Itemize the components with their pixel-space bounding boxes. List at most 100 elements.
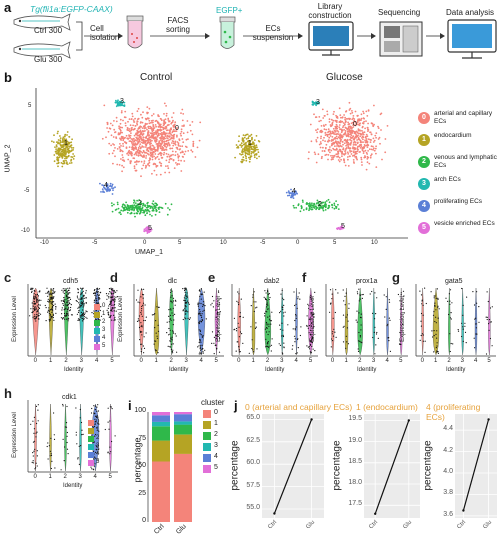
umap-cell-point bbox=[156, 145, 159, 148]
line-ytick: 65.0 bbox=[246, 414, 260, 422]
umap-cell-point bbox=[122, 156, 124, 159]
umap-cell-point bbox=[152, 148, 155, 151]
umap-cell-point bbox=[147, 162, 150, 165]
stack-ytick: 0 bbox=[142, 517, 146, 524]
umap-cell-point bbox=[168, 120, 171, 123]
umap-cell-point bbox=[130, 154, 133, 157]
umap-cell-point bbox=[150, 127, 153, 130]
umap-cell-point bbox=[54, 146, 56, 149]
umap-cell-point bbox=[115, 120, 118, 123]
umap-cell-point bbox=[134, 147, 137, 150]
umap-cell-point bbox=[62, 136, 65, 139]
umap-cell-point bbox=[185, 138, 188, 141]
umap-cell-point bbox=[150, 153, 153, 156]
umap-cell-point bbox=[166, 137, 168, 139]
umap-cell-point bbox=[142, 111, 144, 114]
umap-cell-point bbox=[153, 155, 156, 158]
umap-cell-point bbox=[151, 130, 154, 133]
umap-cell-point bbox=[157, 147, 159, 150]
umap-cell-point bbox=[118, 146, 121, 148]
line-point bbox=[310, 418, 313, 421]
umap-cell-point bbox=[130, 138, 133, 140]
umap-cell-point bbox=[126, 127, 129, 130]
umap-cell-point bbox=[180, 159, 183, 162]
umap-cell-point bbox=[134, 161, 136, 164]
umap-cell-point bbox=[160, 118, 162, 120]
umap-cell-point bbox=[113, 128, 116, 131]
umap-cell-point bbox=[121, 131, 123, 134]
umap-cell-point bbox=[171, 150, 174, 153]
umap-cell-point bbox=[150, 120, 153, 122]
line-point bbox=[273, 512, 276, 515]
umap-cell-point bbox=[134, 125, 137, 127]
umap-cell-point bbox=[160, 119, 163, 122]
umap-cell-point bbox=[154, 153, 157, 155]
umap-cell-point bbox=[119, 129, 122, 132]
umap-cell-point bbox=[146, 147, 149, 150]
umap-cell-point bbox=[124, 110, 127, 113]
umap-cell-point bbox=[170, 154, 173, 157]
umap-cell-point bbox=[131, 152, 133, 155]
umap-cell-point bbox=[199, 121, 202, 124]
umap-cell-point bbox=[146, 141, 149, 144]
umap-cell-point bbox=[183, 124, 185, 127]
umap-cell-point bbox=[192, 145, 195, 148]
umap-cell-point bbox=[136, 129, 139, 132]
umap-cell-point bbox=[169, 138, 171, 141]
line-ytick: 3.8 bbox=[443, 489, 453, 497]
umap-cell-point bbox=[59, 137, 62, 140]
umap-cell-point bbox=[155, 139, 158, 142]
umap-cell-point bbox=[181, 119, 184, 122]
umap-cell-point bbox=[128, 128, 131, 130]
umap-cell-point bbox=[123, 116, 126, 119]
step-label: EGFP+ bbox=[216, 6, 243, 15]
umap-cell-point bbox=[128, 140, 131, 143]
umap-cell-point bbox=[142, 130, 144, 133]
umap-cell-point bbox=[145, 135, 148, 138]
umap-cell-point bbox=[115, 116, 118, 119]
umap-cell-point bbox=[55, 144, 58, 147]
fish-icon bbox=[13, 41, 71, 59]
umap-cell-point bbox=[72, 147, 75, 149]
step-label: ECs suspension bbox=[252, 24, 294, 42]
umap-cell-point bbox=[140, 175, 142, 178]
tube-icon bbox=[126, 15, 144, 49]
umap-cell-point bbox=[176, 163, 179, 166]
umap-cell-point bbox=[168, 171, 171, 174]
umap-cell-point bbox=[140, 113, 142, 116]
umap-cell-point bbox=[156, 149, 159, 152]
umap-cell-point bbox=[57, 139, 60, 141]
umap-cell-point bbox=[194, 156, 197, 158]
umap-cell-point bbox=[181, 138, 184, 140]
umap-cell-point bbox=[141, 134, 144, 137]
umap-cell-point bbox=[57, 142, 59, 145]
stack-ytick: 50 bbox=[138, 462, 146, 469]
umap-cell-point bbox=[196, 146, 199, 149]
umap-cell-point bbox=[112, 136, 115, 138]
umap-cell-point bbox=[177, 156, 180, 159]
umap-cell-point bbox=[163, 151, 166, 154]
umap-cell-point bbox=[124, 124, 127, 127]
umap-cell-point bbox=[135, 169, 138, 172]
umap-cell-point bbox=[112, 162, 114, 165]
umap-cell-point bbox=[163, 119, 166, 122]
umap-cell-point bbox=[176, 134, 178, 137]
umap-cell-point bbox=[143, 160, 146, 163]
umap-cell-point bbox=[128, 134, 130, 137]
umap-cell-point bbox=[166, 132, 168, 135]
umap-cell-point bbox=[121, 126, 123, 129]
umap-cell-point bbox=[167, 139, 170, 142]
umap-cell-point bbox=[143, 142, 146, 144]
umap-cell-point bbox=[157, 122, 160, 124]
umap-cell-point bbox=[177, 142, 180, 145]
umap-cell-point bbox=[182, 156, 185, 158]
umap-cell-point bbox=[65, 159, 67, 162]
umap-cell-point bbox=[171, 140, 174, 142]
umap-cell-point bbox=[173, 167, 176, 170]
umap-cell-point bbox=[147, 153, 149, 155]
umap-cell-point bbox=[172, 128, 175, 131]
umap-cell-point bbox=[136, 120, 139, 123]
panel-letter-b: b bbox=[4, 70, 12, 85]
umap-cell-point bbox=[151, 139, 153, 142]
umap-cell-point bbox=[158, 140, 161, 143]
